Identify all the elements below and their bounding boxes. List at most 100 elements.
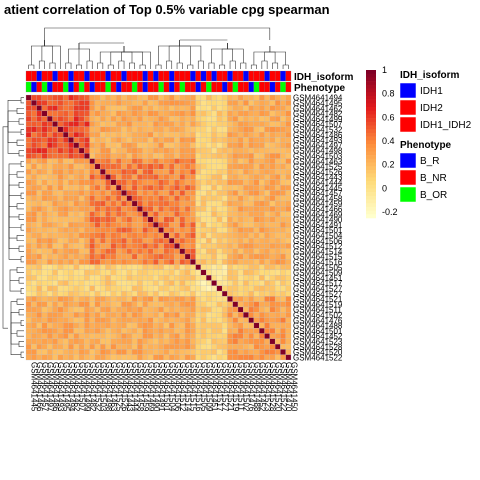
heatmap-cell (84, 349, 90, 355)
heatmap-cell (126, 333, 133, 339)
heatmap-cell (115, 275, 122, 281)
column-dendrogram-branch (197, 60, 204, 69)
heatmap-cell (142, 179, 149, 186)
heatmap-cell (115, 195, 122, 202)
heatmap-cell (206, 153, 212, 159)
heatmap-cell (110, 190, 117, 196)
heatmap-cell (243, 211, 249, 218)
heatmap-cell (206, 285, 212, 292)
heatmap-cell (264, 179, 270, 186)
heatmap-cell (142, 131, 149, 138)
heatmap-cell (110, 116, 117, 122)
heatmap-cell (274, 338, 281, 345)
column-dendrogram-branch (78, 43, 90, 61)
heatmap-cell (200, 142, 207, 149)
row-dendrogram-branch (20, 319, 24, 326)
heatmap-cell (115, 264, 122, 271)
heatmap-cell (100, 206, 106, 212)
heatmap-cell (41, 116, 48, 122)
heatmap-cell (243, 131, 249, 138)
heatmap-cell (89, 200, 96, 207)
heatmap-cell (253, 110, 260, 117)
heatmap-cell (126, 338, 133, 345)
column-dendrogram-branch (118, 60, 125, 69)
heatmap-cell (232, 211, 239, 218)
heatmap-cell (115, 296, 122, 302)
colorbar-segment (366, 129, 376, 134)
heatmap-cell (100, 290, 106, 297)
row-dendrogram-branch (18, 341, 24, 348)
heatmap-cell (195, 285, 202, 292)
heatmap-cell (78, 306, 85, 313)
heatmap-cell (25, 126, 32, 133)
heatmap-cell (153, 338, 159, 345)
column-dendrogram-branch (166, 60, 173, 69)
heatmap-cell (243, 269, 249, 276)
idh-isoform-cell (168, 70, 175, 82)
heatmap-cell (264, 285, 270, 292)
heatmap-cell (68, 222, 74, 228)
heatmap-cell (227, 184, 233, 191)
heatmap-cell (121, 243, 127, 249)
heatmap-cell (232, 248, 239, 255)
heatmap-cell (147, 174, 154, 180)
heatmap-cell (41, 158, 48, 165)
heatmap-cell (269, 253, 276, 260)
heatmap-cell (78, 158, 85, 165)
heatmap-cell (206, 301, 212, 308)
heatmap-cell (142, 206, 149, 212)
heatmap-cell (62, 322, 69, 329)
heatmap-cell (100, 232, 106, 239)
idh-isoform-cell (147, 70, 154, 82)
heatmap-cell (126, 280, 133, 286)
column-label: GSM4641501 (162, 362, 171, 412)
phenotype-cell (62, 81, 69, 93)
heatmap-cell (200, 206, 207, 212)
heatmap-cell (68, 328, 74, 334)
heatmap-cell (121, 184, 127, 191)
heatmap-cell (232, 110, 239, 117)
idh-isoform-cell (163, 70, 170, 82)
heatmap-cell (274, 285, 281, 292)
heatmap-cell (274, 211, 281, 218)
heatmap-cell (253, 158, 260, 165)
heatmap-cell (153, 349, 159, 355)
row-dendrogram-branch (16, 139, 24, 146)
column-label: GSM4641506 (173, 362, 182, 412)
heatmap-cell (184, 142, 191, 149)
heatmap-cell (243, 126, 249, 133)
heatmap-cell (41, 322, 48, 329)
legend-label: B_NR (420, 173, 447, 184)
heatmap-cell (174, 349, 180, 355)
heatmap-cell (94, 280, 101, 286)
heatmap-cell (216, 312, 223, 318)
heatmap-cell (285, 169, 292, 175)
heatmap-cell (269, 343, 276, 350)
heatmap-cell (115, 317, 122, 324)
heatmap-cell (131, 116, 138, 122)
heatmap-cell (253, 290, 260, 297)
heatmap-cell (243, 296, 249, 302)
heatmap-cell (195, 253, 202, 260)
heatmap-cell (237, 253, 244, 260)
heatmap-cell (190, 195, 196, 202)
heatmap-cell (115, 137, 122, 143)
heatmap-cell (25, 116, 32, 122)
heatmap-cell (216, 126, 223, 133)
heatmap-cell (158, 280, 164, 286)
heatmap-cell (264, 153, 270, 159)
heatmap-cell (68, 131, 74, 138)
heatmap-cell (163, 158, 170, 165)
heatmap-cell (243, 200, 249, 207)
heatmap-cell (174, 163, 180, 170)
heatmap-cell (211, 237, 217, 244)
heatmap-cell (200, 237, 207, 244)
heatmap-cell (89, 105, 96, 112)
heatmap-cell (57, 211, 64, 218)
column-label: GSM4641482 (88, 362, 97, 412)
heatmap-cell (73, 105, 80, 112)
heatmap-cell (94, 179, 101, 186)
heatmap-cell (232, 328, 239, 334)
heatmap-cell (211, 259, 217, 265)
heatmap-cell (62, 264, 69, 271)
